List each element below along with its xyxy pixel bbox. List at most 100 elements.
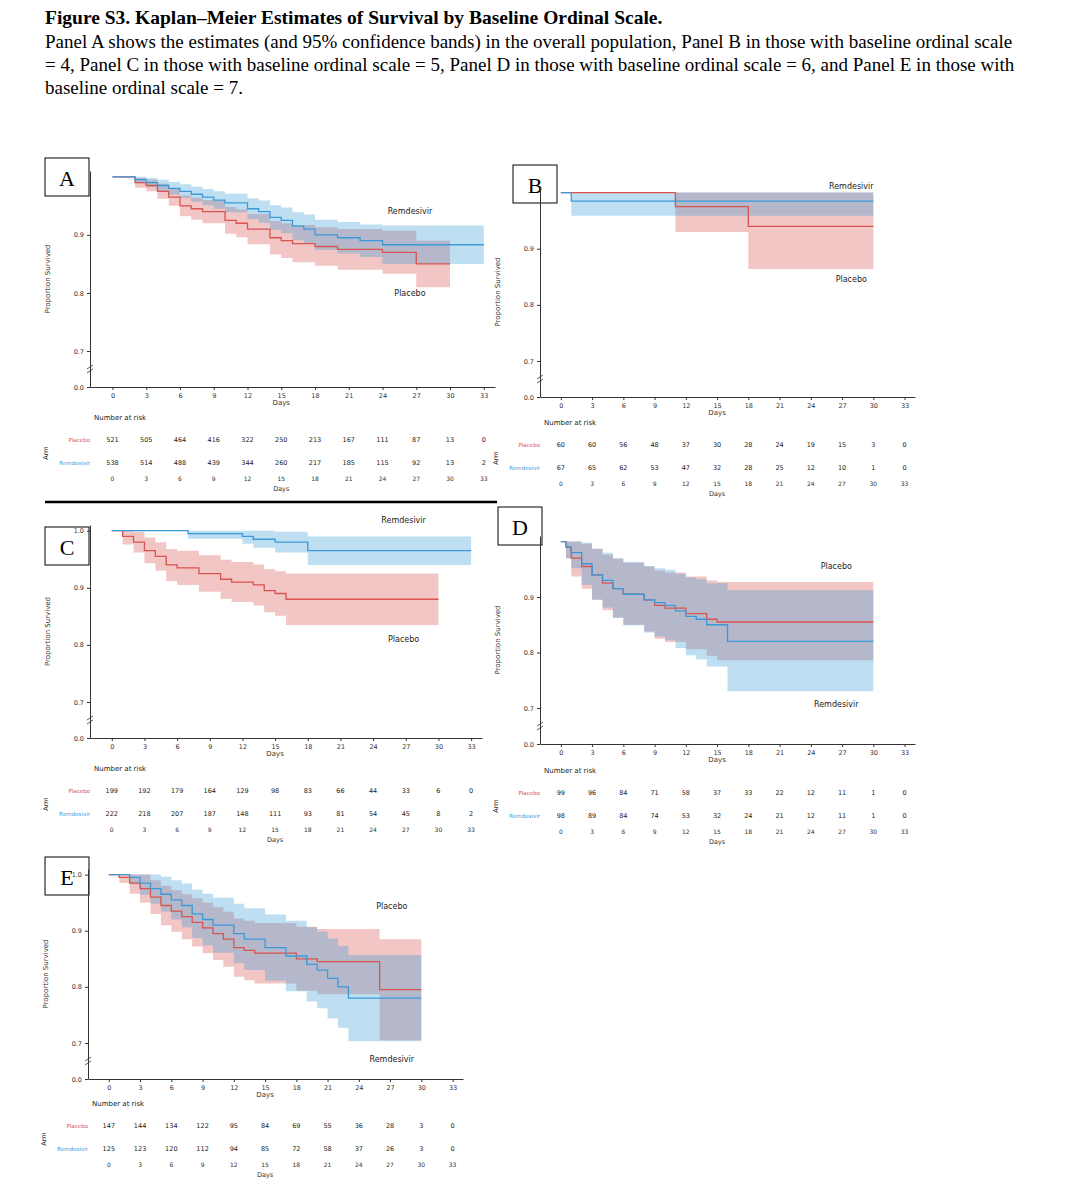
risk-count: 2 (469, 810, 473, 818)
x-tick-mark (177, 738, 178, 741)
x-tick: 33 (449, 1079, 457, 1092)
x-tick: 30 (446, 387, 454, 400)
y-tick-mark (87, 738, 90, 739)
x-tick-label: 27 (413, 392, 421, 400)
panel-label-box (513, 165, 557, 203)
x-axis: 03691215182124273033 (541, 744, 916, 757)
risk-count: 521 (106, 436, 118, 444)
risk-x-tick-label: 24 (369, 826, 377, 833)
x-tick: 21 (324, 1079, 332, 1092)
x-tick: 30 (435, 738, 443, 751)
y-tick: 0.0 (74, 735, 90, 743)
risk-x-tick-label: 30 (870, 480, 878, 487)
y-tick-mark (537, 653, 540, 654)
x-tick-label: 18 (745, 402, 753, 410)
y-tick: 0.0 (524, 741, 540, 749)
risk-count: 92 (412, 459, 420, 467)
risk-count: 69 (292, 1122, 300, 1130)
risk-count: 111 (376, 436, 388, 444)
risk-arm-label: Arm (492, 451, 500, 464)
survival-curve (561, 542, 874, 642)
x-tick-mark (484, 387, 485, 390)
x-tick-label: 3 (143, 743, 147, 751)
y-tick-label: 0.8 (72, 983, 82, 991)
y-axis: 0.00.70.80.9 (74, 172, 91, 392)
survival-curve (109, 875, 422, 990)
y-tick: 0.0 (524, 394, 540, 402)
risk-count: 21 (775, 812, 783, 820)
risk-count: 134 (165, 1122, 177, 1130)
risk-count: 8 (436, 810, 440, 818)
risk-count: 32 (713, 812, 721, 820)
x-axis: 03691215182124273033 (91, 738, 483, 751)
risk-count: 98 (557, 812, 565, 820)
x-tick: 6 (176, 738, 180, 751)
x-tick-mark (873, 397, 874, 400)
risk-row-label: Placebo (519, 790, 541, 796)
risk-count: 514 (140, 459, 152, 467)
risk-row-label: Remdesivir (509, 813, 540, 819)
x-tick-label: 6 (170, 1084, 174, 1092)
y-axis-line (540, 537, 541, 745)
x-tick: 15 (713, 397, 721, 410)
x-tick-label: 0 (559, 749, 563, 757)
y-tick-label: 0.7 (74, 699, 84, 707)
y-tick: 0.8 (524, 301, 540, 309)
risk-count: 62 (619, 464, 627, 472)
y-axis: 0.00.70.80.91.0 (72, 870, 89, 1084)
x-tick: 21 (345, 387, 353, 400)
risk-table: Number at riskPlacebo1991921791641299883… (42, 765, 475, 844)
x-tick: 18 (293, 1079, 301, 1092)
y-tick-label: 0.9 (524, 594, 534, 602)
data-marks (112, 531, 471, 625)
y-tick-mark (537, 744, 540, 745)
risk-x-tick-label: 3 (143, 826, 147, 833)
x-tick-mark (203, 1079, 204, 1082)
x-tick-mark (340, 738, 341, 741)
risk-x-tick-label: 33 (901, 828, 909, 835)
risk-row-label: Placebo (519, 442, 541, 448)
risk-count: 84 (261, 1122, 269, 1130)
x-tick-mark (296, 1079, 297, 1082)
risk-count: 10 (838, 464, 846, 472)
x-tick: 27 (386, 1079, 394, 1092)
series-label: Remdesivir (381, 516, 426, 525)
y-tick-mark (537, 397, 540, 398)
risk-x-tick-label: 24 (355, 1161, 363, 1168)
risk-table: Number at riskPlacebo1471441341229584695… (40, 1100, 457, 1179)
risk-x-tick-label: 6 (621, 480, 625, 487)
risk-x-tick-label: 0 (107, 1161, 111, 1168)
panel-label-text: C (60, 535, 75, 560)
risk-x-tick-label: 12 (239, 826, 247, 833)
y-tick: 0.7 (74, 348, 90, 356)
x-tick: 0 (110, 738, 114, 751)
risk-count: 13 (446, 459, 454, 467)
x-tick: 21 (776, 397, 784, 410)
x-tick-mark (373, 738, 374, 741)
risk-x-tick-label: 6 (621, 828, 625, 835)
risk-count: 37 (713, 789, 721, 797)
risk-count: 19 (807, 441, 815, 449)
risk-count: 0 (469, 787, 473, 795)
risk-table: Number at riskPlacebo5215054644163222502… (42, 414, 488, 493)
x-tick: 3 (139, 1079, 143, 1092)
risk-count: 12 (807, 464, 815, 472)
risk-x-tick-label: 15 (713, 828, 721, 835)
x-tick: 24 (807, 744, 815, 757)
y-tick: 0.0 (74, 384, 90, 392)
risk-count: 6 (436, 787, 440, 795)
x-tick: 9 (208, 738, 212, 751)
x-tick-mark (180, 387, 181, 390)
x-tick: 0 (107, 1079, 111, 1092)
risk-count: 260 (275, 459, 287, 467)
risk-count: 48 (650, 441, 658, 449)
x-tick-mark (328, 1079, 329, 1082)
y-tick: 0.8 (72, 983, 88, 991)
x-tick-mark (905, 397, 906, 400)
risk-title: Number at risk (544, 419, 597, 427)
risk-x-tick-label: 33 (480, 475, 488, 482)
risk-x-title: Days (273, 485, 290, 493)
x-tick-mark (265, 1079, 266, 1082)
y-axis-line (88, 870, 89, 1080)
risk-x-tick-label: 18 (311, 475, 319, 482)
